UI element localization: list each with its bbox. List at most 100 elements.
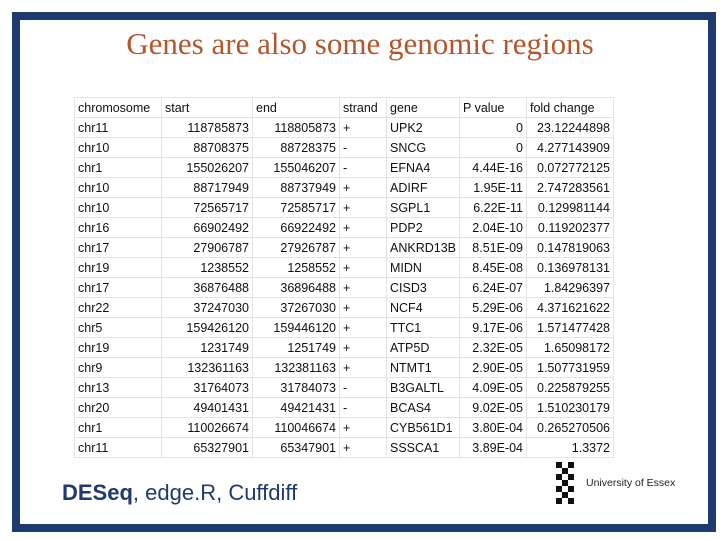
table-cell: 4.09E-05 [459, 377, 527, 398]
table-row: chr19 1231749 1251749 + ATP5D 2.32E-05 1.65098… [74, 337, 614, 358]
table-cell: 3.80E-04 [459, 417, 527, 438]
table-cell: 0.265270506 [526, 417, 614, 438]
table-cell: 27926787 [252, 237, 340, 258]
table-cell: 72565717 [161, 197, 253, 218]
table-cell: 4.371621622 [526, 297, 614, 318]
table-cell: TTC1 [386, 317, 460, 338]
table-cell: chr1 [74, 417, 162, 438]
column-header: fold change [526, 97, 614, 118]
methods-bold: DESeq [62, 480, 133, 505]
table-row: chr16 66902492 66922492 + PDP2 2.04E-10 0.1192… [74, 217, 614, 238]
table-cell: 49401431 [161, 397, 253, 418]
table-cell: SSSCA1 [386, 437, 460, 458]
table-cell: 118805873 [252, 117, 340, 138]
table-cell: 1.65098172 [526, 337, 614, 358]
table-cell: 118785873 [161, 117, 253, 138]
table-cell: 49421431 [252, 397, 340, 418]
table-cell: + [339, 117, 387, 138]
table-cell: 88737949 [252, 177, 340, 198]
table-row: chr11 118785873 118805873 + UPK2 0 23.12244898 [74, 117, 614, 138]
table-cell: 2.04E-10 [459, 217, 527, 238]
table-cell: 65327901 [161, 437, 253, 458]
table-cell: SNCG [386, 137, 460, 158]
table-header-row: chromosome start end strand gene P value… [74, 97, 614, 118]
table-row: chr13 31764073 31784073- B3GALTL 4.09E-05 0.2… [74, 377, 614, 398]
table-cell: chr5 [74, 317, 162, 338]
table-cell: 1.95E-11 [459, 177, 527, 198]
table-cell: 31784073 [252, 377, 340, 398]
table-cell: 8.51E-09 [459, 237, 527, 258]
table-cell: 155046207 [252, 157, 340, 178]
logo-text: University of Essex [586, 477, 676, 489]
table-cell: NCF4 [386, 297, 460, 318]
table-cell: MIDN [386, 257, 460, 278]
table-cell: 1.510230179 [526, 397, 614, 418]
table-cell: + [339, 417, 387, 438]
table-cell: 37267030 [252, 297, 340, 318]
table-cell: 27906787 [161, 237, 253, 258]
table-cell: chr10 [74, 177, 162, 198]
table-cell: 66902492 [161, 217, 253, 238]
table-cell: + [339, 437, 387, 458]
table-cell: B3GALTL [386, 377, 460, 398]
table-cell: 1251749 [252, 337, 340, 358]
gene-table: chromosome start end strand gene P value… [74, 97, 614, 458]
university-logo: University of Essex [556, 462, 696, 508]
table-cell: 155026207 [161, 157, 253, 178]
table-cell: 110026674 [161, 417, 253, 438]
column-header: start [161, 97, 253, 118]
table-cell: 4.44E-16 [459, 157, 527, 178]
table-cell: chr19 [74, 337, 162, 358]
column-header: chromosome [74, 97, 162, 118]
table-cell: - [339, 157, 387, 178]
table-cell: 9.02E-05 [459, 397, 527, 418]
table-cell: 23.12244898 [526, 117, 614, 138]
table-row: chr10 72565717 72585717 + SGPL1 6.22E-11 0.129… [74, 197, 614, 218]
table-cell: 4.277143909 [526, 137, 614, 158]
table-cell: 31764073 [161, 377, 253, 398]
table-cell: 0.072772125 [526, 157, 614, 178]
table-row: chr22 37247030 37267030 + NCF4 5.29E-06 4.3716… [74, 297, 614, 318]
table-cell: 37247030 [161, 297, 253, 318]
table-cell: 0.129981144 [526, 197, 614, 218]
methods-caption: DESeq, edge.R, Cuffdiff [62, 480, 297, 506]
table-cell: 0 [459, 137, 527, 158]
table-cell: chr10 [74, 137, 162, 158]
table-row: chr19 1238552 1258552 + MIDN 8.45E-08 0.136978… [74, 257, 614, 278]
table-cell: chr10 [74, 197, 162, 218]
table-cell: UPK2 [386, 117, 460, 138]
column-header: end [252, 97, 340, 118]
table-cell: 5.29E-06 [459, 297, 527, 318]
table-cell: 8.45E-08 [459, 257, 527, 278]
table-cell: BCAS4 [386, 397, 460, 418]
table-cell: 36896488 [252, 277, 340, 298]
table-cell: 88708375 [161, 137, 253, 158]
column-header: gene [386, 97, 460, 118]
table-cell: 0.119202377 [526, 217, 614, 238]
table-row: chr17 27906787 27926787 + ANKRD13B 8.51E-09 0.… [74, 237, 614, 258]
table-cell: 159446120 [252, 317, 340, 338]
table-cell: ADIRF [386, 177, 460, 198]
essex-logo-icon [556, 462, 574, 504]
table-cell: + [339, 257, 387, 278]
table-cell: PDP2 [386, 217, 460, 238]
table-cell: ANKRD13B [386, 237, 460, 258]
table-cell: 2.747283561 [526, 177, 614, 198]
table-cell: NTMT1 [386, 357, 460, 378]
table-row: chr9 132361163 132381163 + NTMT1 2.90E-05 1.50… [74, 357, 614, 378]
table-cell: + [339, 217, 387, 238]
table-row: chr10 88708375 88728375- SNCG 0 4.277143909 [74, 137, 614, 158]
table-cell: + [339, 197, 387, 218]
table-cell: chr16 [74, 217, 162, 238]
table-cell: 88728375 [252, 137, 340, 158]
table-cell: chr1 [74, 157, 162, 178]
table-row: chr17 36876488 36896488 + CISD3 6.24E-07 1.842… [74, 277, 614, 298]
table-cell: 1.3372 [526, 437, 614, 458]
table-cell: chr17 [74, 237, 162, 258]
table-cell: ATP5D [386, 337, 460, 358]
table-cell: + [339, 357, 387, 378]
table-cell: SGPL1 [386, 197, 460, 218]
table-cell: - [339, 137, 387, 158]
table-row: chr11 65327901 65347901 + SSSCA1 3.89E-04 1.33… [74, 437, 614, 458]
table-cell: chr19 [74, 257, 162, 278]
